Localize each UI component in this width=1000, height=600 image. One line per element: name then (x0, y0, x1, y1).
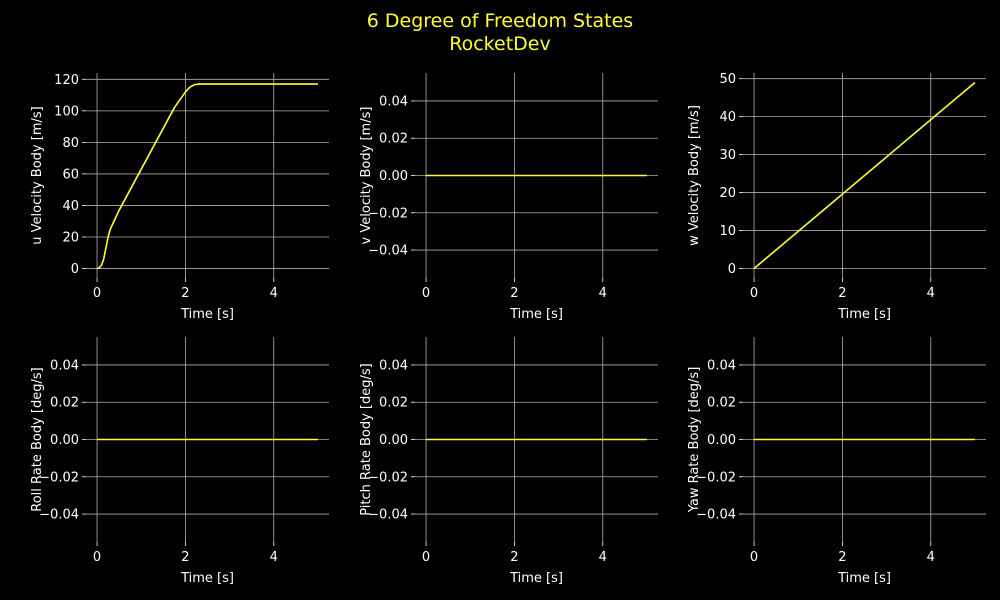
y-tick-label: −0.04 (368, 244, 408, 259)
y-tick-label: 50 (719, 72, 736, 87)
y-tick-label: 120 (54, 73, 79, 88)
y-tick-label: 0.02 (50, 396, 79, 411)
y-tick-label: 0.02 (707, 396, 736, 411)
y-tick-label: 0.02 (379, 132, 408, 147)
x-tick-label: 2 (838, 550, 846, 565)
subplot-2: 0 2 4 −0.04 −0.02 0.00 0.02 0.04 Time [s] v Veloc… (359, 73, 658, 322)
x-tick-label: 0 (422, 286, 430, 301)
x-tick-label: 4 (270, 286, 278, 301)
y-tick-label: −0.02 (368, 206, 408, 221)
y-tick-label: −0.04 (39, 508, 79, 523)
x-axis-label: Time [s] (509, 571, 563, 586)
y-tick-label: 40 (719, 110, 736, 125)
x-axis-label: Time [s] (180, 307, 234, 322)
y-tick-label: 40 (62, 199, 79, 214)
y-axis-label: v Velocity Body [m/s] (359, 107, 374, 245)
x-tick-label: 4 (927, 286, 935, 301)
series-line (753, 81, 976, 270)
y-tick-label: 0 (728, 262, 736, 277)
series-line (96, 83, 318, 270)
y-axis-label: w Velocity Body [m/s] (687, 105, 702, 246)
x-axis-label: Time [s] (837, 307, 891, 322)
y-tick-label: 0.04 (379, 94, 408, 109)
y-tick-label: 0.04 (379, 358, 408, 373)
y-tick-label: 80 (62, 136, 79, 151)
y-tick-label: 0.02 (379, 396, 408, 411)
y-tick-label: 0.04 (50, 358, 79, 373)
figure-subtitle: RocketDev (449, 33, 550, 55)
y-tick-label: 0.04 (707, 358, 736, 373)
x-tick-label: 2 (181, 286, 189, 301)
figure-title: 6 Degree of Freedom States (367, 10, 633, 32)
x-tick-label: 0 (93, 550, 101, 565)
x-tick-label: 0 (422, 550, 430, 565)
y-tick-label: −0.04 (368, 508, 408, 523)
y-axis-label: Pitch Rate Body [deg/s] (359, 363, 374, 515)
y-tick-label: −0.02 (368, 470, 408, 485)
x-axis-label: Time [s] (509, 307, 563, 322)
x-tick-label: 0 (750, 286, 758, 301)
x-tick-label: 2 (510, 550, 518, 565)
y-tick-label: 100 (54, 104, 79, 119)
y-tick-label: 60 (62, 167, 79, 182)
x-tick-label: 4 (599, 286, 607, 301)
y-tick-label: 10 (719, 224, 736, 239)
x-axis-label: Time [s] (837, 571, 891, 586)
x-tick-label: 4 (927, 550, 935, 565)
y-axis-label: Roll Rate Body [deg/s] (30, 367, 45, 511)
y-tick-label: −0.02 (39, 470, 79, 485)
y-tick-label: 0.00 (50, 433, 79, 448)
x-tick-label: 2 (181, 550, 189, 565)
y-tick-label: 20 (62, 231, 79, 246)
y-axis-label: u Velocity Body [m/s] (30, 106, 45, 244)
x-axis-label: Time [s] (180, 571, 234, 586)
subplot-4: 0 2 4 −0.04 −0.02 0.00 0.02 0.04 Time [s] Roll Ra… (30, 337, 329, 586)
y-tick-label: 30 (719, 148, 736, 163)
x-tick-label: 0 (93, 286, 101, 301)
y-tick-label: 0.00 (379, 169, 408, 184)
y-tick-label: 20 (719, 186, 736, 201)
subplot-5: 0 2 4 −0.04 −0.02 0.00 0.02 0.04 Time [s] Pitch R… (359, 337, 658, 586)
x-tick-label: 4 (599, 550, 607, 565)
subplot-6: 0 2 4 −0.04 −0.02 0.00 0.02 0.04 Time [s] Yaw Rat… (687, 337, 986, 586)
y-tick-label: 0 (71, 262, 79, 277)
x-tick-label: 4 (270, 550, 278, 565)
x-tick-label: 0 (750, 550, 758, 565)
x-tick-label: 2 (838, 286, 846, 301)
x-tick-label: 2 (510, 286, 518, 301)
y-tick-label: 0.00 (379, 433, 408, 448)
y-axis-label: Yaw Rate Body [deg/s] (687, 367, 702, 514)
y-tick-label: −0.02 (696, 470, 736, 485)
y-tick-label: 0.00 (707, 433, 736, 448)
y-tick-label: −0.04 (696, 508, 736, 523)
